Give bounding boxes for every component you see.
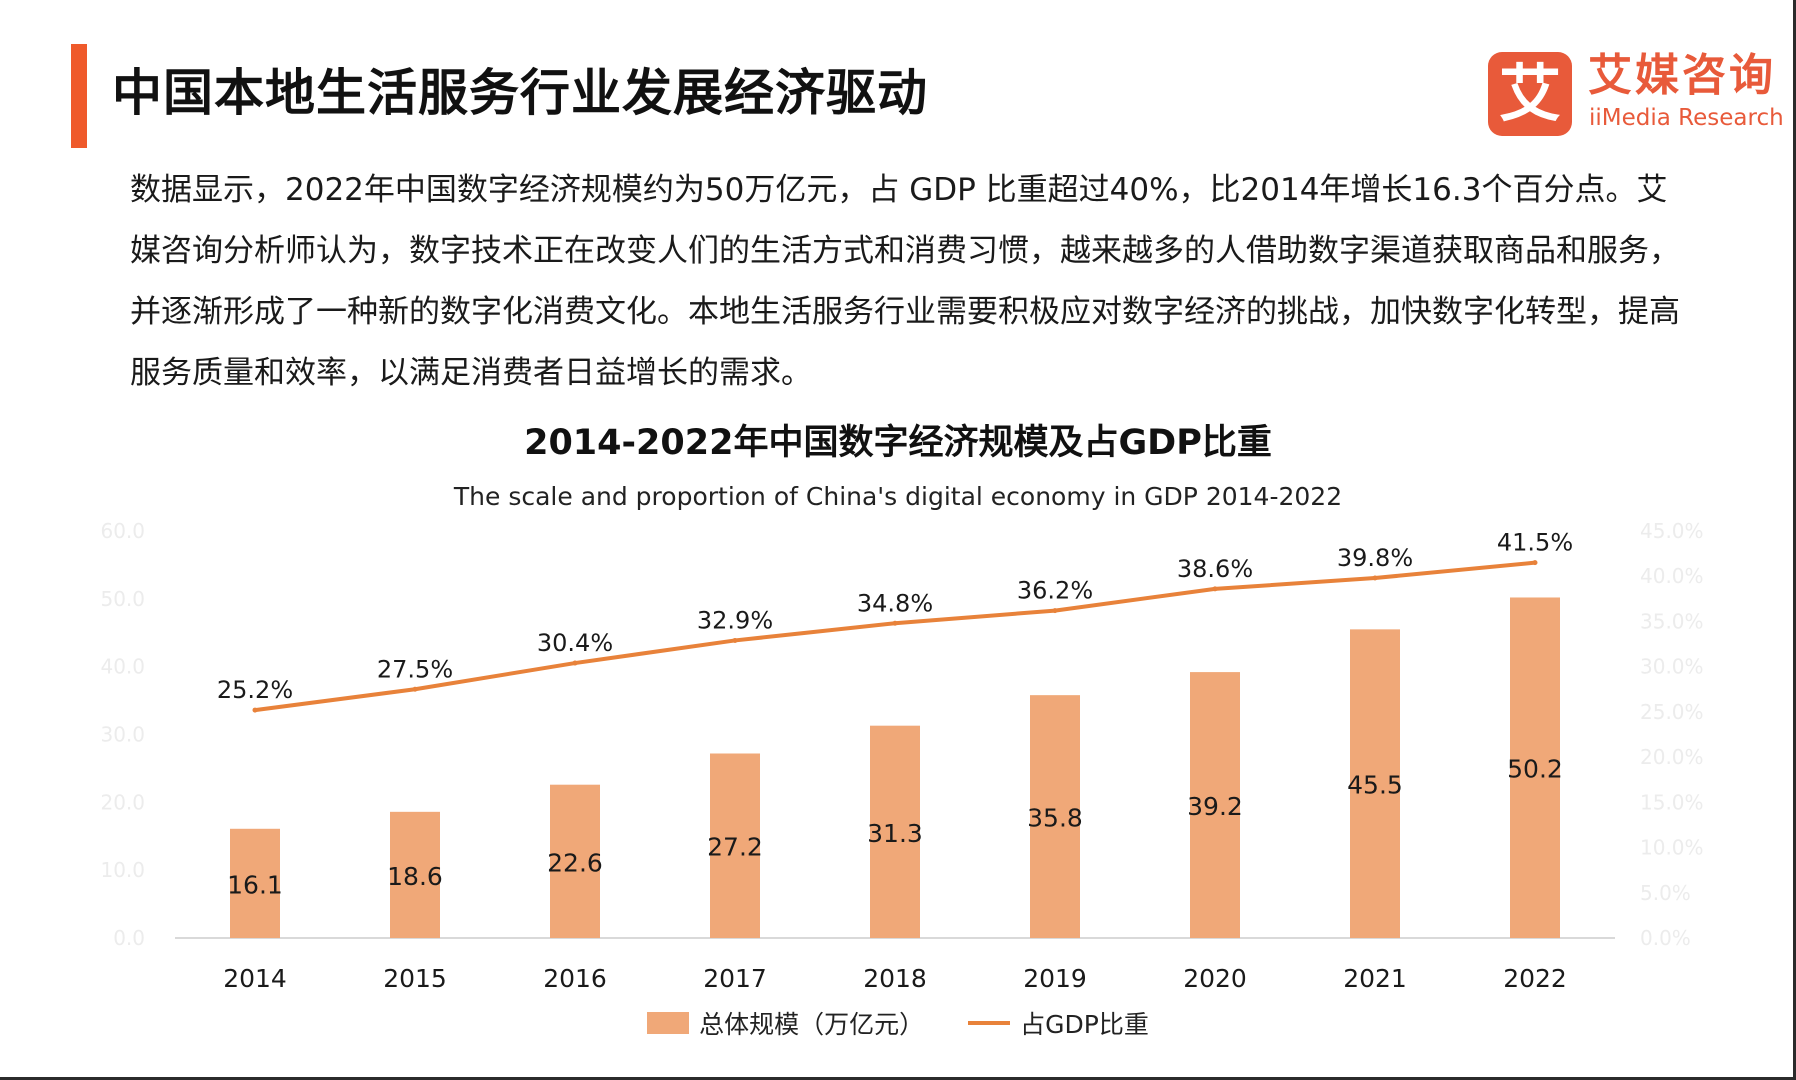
legend-item-bar: 总体规模（万亿元） [647, 1005, 924, 1041]
y-axis-tick-label: 20.0 [100, 790, 145, 814]
y2-axis-tick-label: 20.0% [1640, 745, 1704, 769]
y2-axis-tick-label: 35.0% [1640, 609, 1704, 633]
bar [550, 784, 600, 938]
line-point [1372, 575, 1378, 581]
line-point [1212, 586, 1218, 592]
line-point [572, 660, 578, 666]
line-data-label: 36.2% [1017, 577, 1093, 605]
x-axis-tick-label: 2020 [1183, 964, 1247, 993]
y-axis-tick-label: 50.0 [100, 587, 145, 611]
legend-line-label: 占GDP比重 [1020, 1010, 1149, 1039]
bar [1350, 629, 1400, 938]
bar-data-label: 27.2 [707, 833, 763, 862]
bar [1190, 672, 1240, 938]
bar [1510, 597, 1560, 938]
y2-axis-tick-label: 0.0% [1640, 926, 1691, 950]
line-point [252, 707, 258, 713]
line-data-label: 41.5% [1497, 529, 1573, 557]
x-axis-tick-label: 2016 [543, 964, 607, 993]
chart-title: 2014-2022年中国数字经济规模及占GDP比重 [524, 423, 1272, 463]
bar [230, 828, 280, 938]
line-data-label: 27.5% [377, 655, 453, 683]
x-axis-tick-label: 2014 [223, 964, 287, 993]
line-data-label: 34.8% [857, 589, 933, 617]
bar-data-label: 18.6 [387, 862, 443, 891]
bar-data-label: 35.8 [1027, 804, 1083, 833]
x-axis-tick-label: 2018 [863, 964, 927, 993]
bar-data-label: 39.2 [1187, 792, 1243, 821]
brand-logo: 艾 艾媒咨询 iiMedia Research [1488, 50, 1784, 136]
y2-axis-tick-label: 5.0% [1640, 881, 1691, 905]
chart-legend: 总体规模（万亿元） 占GDP比重 [0, 1005, 1796, 1041]
x-axis-tick-label: 2017 [703, 964, 767, 993]
x-axis-tick-label: 2021 [1343, 964, 1407, 993]
y2-axis-tick-label: 40.0% [1640, 564, 1704, 588]
bar-data-label: 50.2 [1507, 755, 1563, 784]
line-data-label: 30.4% [537, 629, 613, 657]
legend-item-line: 占GDP比重 [968, 1005, 1149, 1041]
bar-data-label: 31.3 [867, 819, 923, 848]
y-axis-tick-label: 40.0 [100, 655, 145, 679]
line-data-label: 39.8% [1337, 544, 1413, 572]
bar-data-label: 16.1 [227, 870, 283, 899]
title-accent-bar [71, 44, 87, 148]
line-data-label: 25.2% [217, 676, 293, 704]
y-axis-tick-label: 10.0 [100, 858, 145, 882]
legend-bar-swatch [647, 1012, 690, 1034]
bar [390, 811, 440, 938]
line-point [892, 620, 898, 626]
x-axis-tick-label: 2019 [1023, 964, 1087, 993]
x-axis-tick-label: 2015 [383, 964, 447, 993]
line-data-label: 32.9% [697, 606, 773, 634]
legend-line-swatch [968, 1021, 1011, 1025]
line-point [1052, 608, 1058, 614]
page-title: 中国本地生活服务行业发展经济驱动 [112, 64, 928, 122]
y-axis-tick-label: 60.0 [100, 519, 145, 543]
y2-axis-tick-label: 10.0% [1640, 836, 1704, 860]
chart-subtitle: The scale and proportion of China's digi… [453, 482, 1343, 511]
line-point [412, 686, 418, 692]
y2-axis-tick-label: 15.0% [1640, 790, 1704, 814]
y2-axis-tick-label: 30.0% [1640, 655, 1704, 679]
bar-data-label: 45.5 [1347, 771, 1403, 800]
line-point [732, 637, 738, 643]
logo-chinese-name: 艾媒咨询 [1588, 50, 1776, 101]
logo-mark-icon: 艾 [1488, 52, 1572, 136]
bar [1030, 695, 1080, 938]
line-point [1532, 560, 1538, 566]
y2-axis-tick-label: 25.0% [1640, 700, 1704, 724]
bar [710, 753, 760, 938]
legend-bar-label: 总体规模（万亿元） [699, 1010, 925, 1039]
y-axis-tick-label: 30.0 [100, 723, 145, 747]
share-line [253, 560, 1537, 713]
x-axis-tick-label: 2022 [1503, 964, 1567, 993]
y-axis-tick-label: 0.0 [113, 926, 145, 950]
intro-paragraph: 数据显示，2022年中国数字经济规模约为50万亿元，占 GDP 比重超过40%，… [130, 172, 1680, 391]
y2-axis-tick-label: 45.0% [1640, 519, 1704, 543]
line-data-label: 38.6% [1177, 555, 1253, 583]
logo-english-name: iiMedia Research [1589, 105, 1784, 131]
bar-data-label: 22.6 [547, 848, 603, 877]
bar [870, 725, 920, 938]
